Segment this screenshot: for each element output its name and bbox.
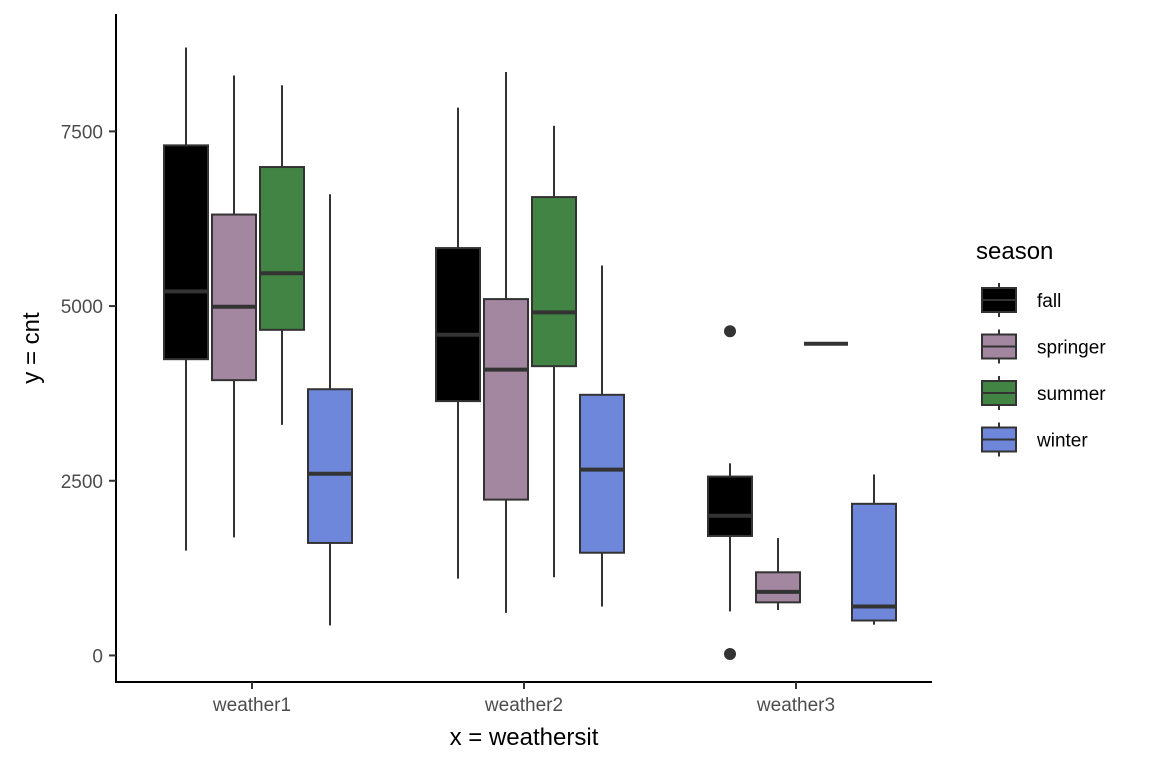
box-fall-weather2 <box>435 107 481 579</box>
y-tick-label: 2500 <box>61 472 103 493</box>
box-body <box>163 144 209 361</box>
box-body <box>755 571 801 604</box>
y-tick-label: 7500 <box>61 122 103 143</box>
x-axis-title: x = weathersit <box>450 724 599 751</box>
legend-label: summer <box>1037 384 1106 405</box>
legend-label: winter <box>1036 431 1088 452</box>
y-axis-ticks: 0 2500 5000 7500 <box>61 122 116 667</box>
box-fall-weather3 <box>707 325 753 661</box>
box-summer-weather1 <box>259 85 305 425</box>
y-axis-title: y = cnt <box>18 312 45 384</box>
box-body <box>531 196 577 368</box>
box-summer-weather2 <box>531 125 577 578</box>
outlier-point <box>724 648 736 661</box>
legend-item-summer: summer <box>981 376 1106 410</box>
box-body <box>483 298 529 501</box>
y-tick-label: 5000 <box>61 297 103 318</box>
legend-item-fall: fall <box>981 283 1061 317</box>
box-body <box>579 393 625 554</box>
x-tick-label: weather2 <box>484 695 563 716</box>
box-springer-weather2 <box>483 71 529 613</box>
legend-item-springer: springer <box>981 329 1106 364</box>
box-body <box>307 388 353 544</box>
x-axis-ticks: weather1 weather2 weather3 <box>212 682 835 716</box>
box-body <box>211 213 257 382</box>
legend-title: season <box>976 238 1053 265</box>
box-winter-weather3 <box>851 474 897 625</box>
x-tick-label: weather1 <box>212 695 291 716</box>
box-body <box>435 247 481 403</box>
legend-item-winter: winter <box>981 422 1088 457</box>
y-tick-label: 0 <box>92 646 103 667</box>
box-winter-weather1 <box>307 194 353 626</box>
x-tick-label: weather3 <box>756 695 835 716</box>
legend: season fall springer summer winter <box>976 238 1106 457</box>
plot-area <box>163 47 897 661</box>
box-winter-weather2 <box>579 265 625 607</box>
box-body <box>259 166 305 331</box>
box-body <box>851 502 897 622</box>
outlier-point <box>724 325 736 338</box>
box-springer-weather3 <box>755 538 801 611</box>
box-springer-weather1 <box>211 75 257 538</box>
box-fall-weather1 <box>163 47 209 551</box>
box-body <box>707 475 753 537</box>
legend-label: springer <box>1037 338 1106 359</box>
legend-label: fall <box>1037 291 1061 312</box>
